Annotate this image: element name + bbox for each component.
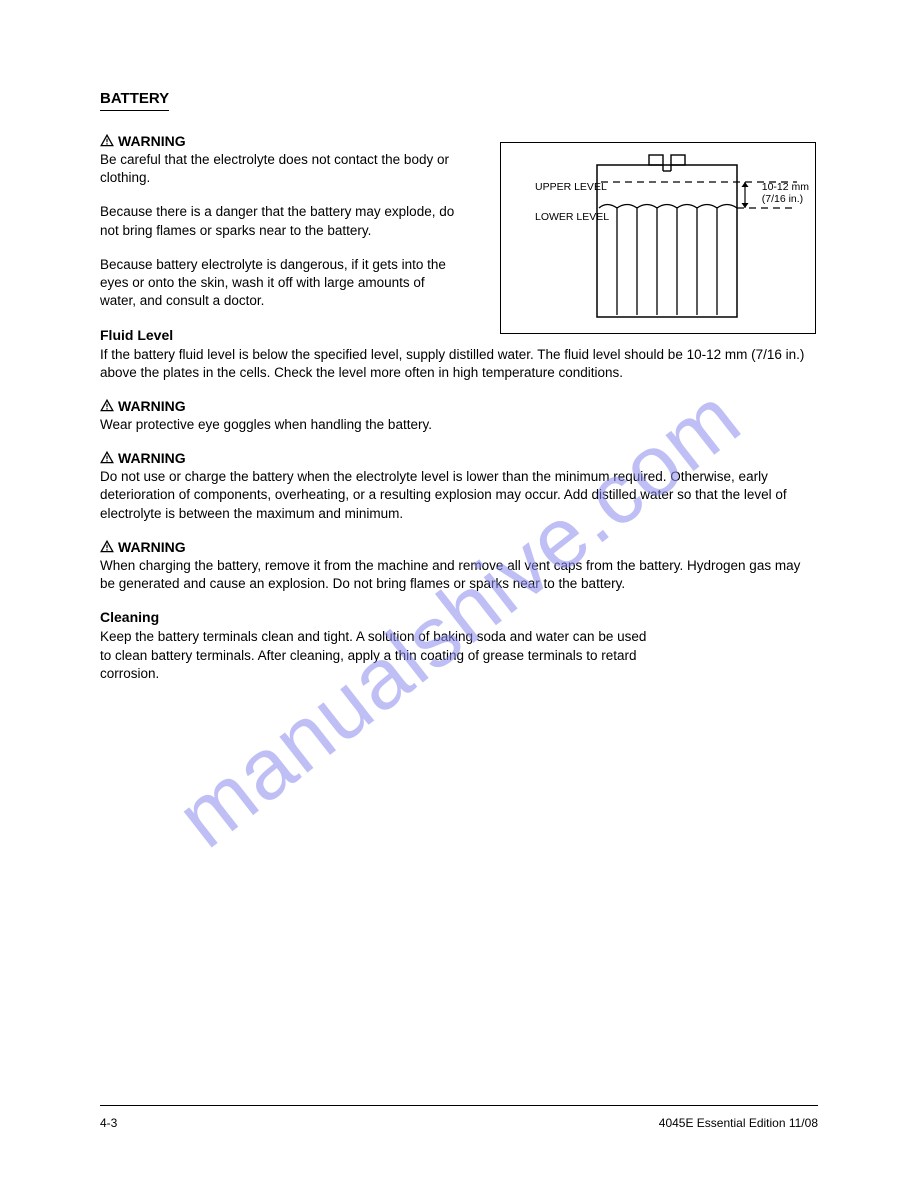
warning-icon — [100, 134, 114, 148]
cleaning-text: Keep the battery terminals clean and tig… — [100, 628, 660, 683]
warning-text-3: Do not use or charge the battery when th… — [100, 468, 818, 523]
body-paragraph-1: Because there is a danger that the batte… — [100, 203, 460, 239]
warning-icon — [100, 399, 114, 413]
warning-text-4: When charging the battery, remove it fro… — [100, 557, 818, 593]
footer-page-number: 4-3 — [100, 1116, 117, 1130]
figure-upper-level-label: UPPER LEVEL — [535, 181, 607, 193]
warning-block-2: WARNING Wear protective eye goggles when… — [100, 398, 818, 434]
figure-lower-level-label: LOWER LEVEL — [535, 211, 609, 223]
warning-text-1: Be careful that the electrolyte does not… — [100, 151, 460, 187]
warning-block-3: WARNING Do not use or charge the battery… — [100, 450, 818, 523]
body-paragraph-2: Because battery electrolyte is dangerous… — [100, 256, 460, 311]
footer-doc-ref: 4045E Essential Edition 11/08 — [659, 1116, 818, 1130]
warning-block-4: WARNING When charging the battery, remov… — [100, 539, 818, 593]
page-footer: 4-3 4045E Essential Edition 11/08 — [100, 1105, 818, 1130]
fluid-level-text: If the battery fluid level is below the … — [100, 346, 818, 382]
warning-label: WARNING — [118, 133, 186, 149]
cleaning-section: Cleaning Keep the battery terminals clea… — [100, 609, 818, 683]
cleaning-heading: Cleaning — [100, 609, 818, 625]
figure-measure-line2: (7/16 in.) — [762, 193, 803, 205]
warning-label: WARNING — [118, 539, 186, 555]
figure-measurement-label: 10-12 mm (7/16 in.) — [762, 181, 809, 205]
warning-label: WARNING — [118, 450, 186, 466]
battery-diagram — [501, 143, 817, 335]
battery-figure-frame: UPPER LEVEL LOWER LEVEL 10-12 mm (7/16 i… — [500, 142, 816, 334]
warning-label: WARNING — [118, 398, 186, 414]
document-page: manualshive.com BATTERY UPPER LEVEL LOWE… — [0, 0, 918, 1188]
figure-measure-line1: 10-12 mm — [762, 181, 809, 193]
warning-icon — [100, 540, 114, 554]
warning-text-2: Wear protective eye goggles when handlin… — [100, 416, 818, 434]
section-title: BATTERY — [100, 90, 169, 111]
warning-icon — [100, 451, 114, 465]
